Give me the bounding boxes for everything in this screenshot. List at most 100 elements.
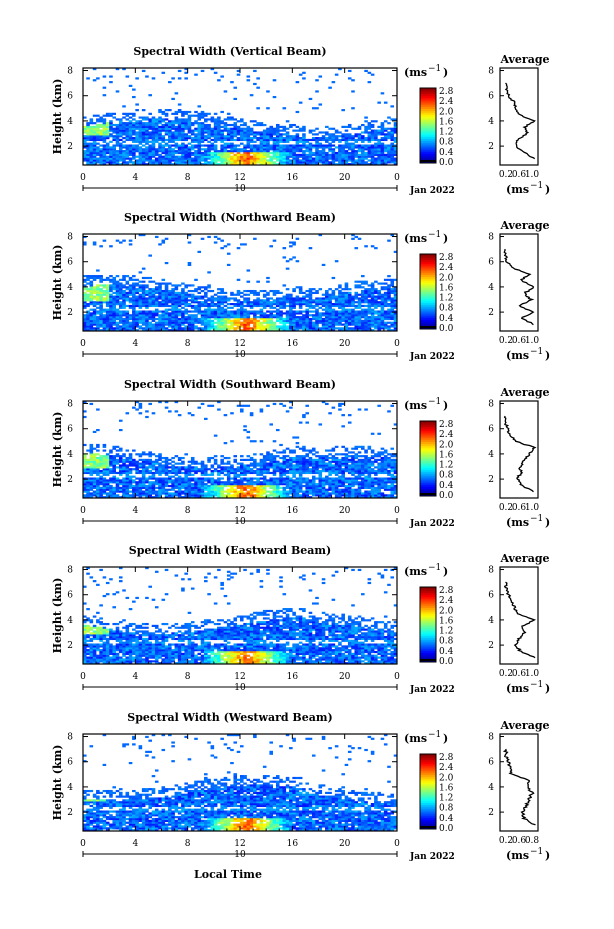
- y-axis-label: Height (km): [51, 745, 64, 821]
- profile-unit: (ms: [506, 349, 529, 362]
- profile-x-tick-label: 0.8: [525, 836, 540, 846]
- colorbar-unit-exp: −1: [428, 730, 441, 740]
- profile-unit-exp: −1: [530, 347, 543, 357]
- x-tick-label: 4: [132, 839, 138, 849]
- colorbar-tick-label: 0.8: [439, 804, 454, 814]
- colorbar-tick-label: 2.8: [439, 586, 454, 596]
- profile-title: Average: [499, 219, 549, 232]
- colorbar-tick-label: 1.2: [439, 627, 453, 637]
- y-axis-label: Height (km): [51, 79, 64, 155]
- colorbar-frame: [419, 420, 437, 497]
- colorbar-tick-label: 0.0: [439, 491, 454, 501]
- y-tick-label: 8: [67, 400, 73, 410]
- x-tick-label: 16: [287, 672, 299, 682]
- date-label: Jan 2022: [409, 852, 455, 862]
- panel-3: Spectral Width (Southward Beam) 2 4 6 8 0 4 8 12…: [51, 378, 550, 529]
- profile-y-tick-label: 2: [488, 308, 494, 318]
- colorbar-frame: [419, 753, 437, 830]
- profile-y-tick-label: 6: [488, 758, 494, 768]
- colorbar-unit-close: ): [443, 232, 448, 245]
- profile-x-tick-label: 0.2: [499, 836, 513, 846]
- profile-frame: [499, 67, 539, 166]
- y-axis-label: Height (km): [51, 578, 64, 654]
- x-tick-label: 16: [287, 339, 299, 349]
- profile-y-tick-label: 4: [488, 283, 494, 293]
- colorbar-frame: [419, 87, 437, 164]
- colorbar-unit: (ms: [404, 565, 427, 578]
- day-marker: 10: [234, 517, 246, 527]
- colorbar-tick-label: 2.8: [439, 420, 454, 430]
- profile-title: Average: [499, 719, 549, 732]
- profile-unit: (ms: [506, 516, 529, 529]
- profile-line: [503, 415, 537, 493]
- profile-x-tick-label: 0.6: [512, 836, 527, 846]
- colorbar-tick-label: 0.8: [439, 304, 454, 314]
- colorbar-zero-mark: [420, 659, 436, 661]
- y-tick-label: 8: [67, 233, 73, 243]
- x-tick-label: 4: [132, 672, 138, 682]
- colorbar-tick-label: 0.8: [439, 138, 454, 148]
- profile-frame: [499, 733, 539, 832]
- panel-title: Spectral Width (Eastward Beam): [129, 544, 331, 557]
- profile-y-tick-label: 4: [488, 450, 494, 460]
- colorbar-tick-label: 0.8: [439, 471, 454, 481]
- profile-x-tick-label: 0.6: [512, 669, 527, 679]
- profile-unit-exp: −1: [530, 680, 543, 690]
- colorbar: [420, 421, 436, 497]
- panel-title: Spectral Width (Northward Beam): [124, 211, 336, 224]
- profile-title: Average: [499, 552, 549, 565]
- colorbar-tick-label: 1.2: [439, 794, 453, 804]
- profile-y-tick-label: 4: [488, 117, 494, 127]
- x-tick-label: 20: [339, 339, 351, 349]
- y-axis-label: Height (km): [51, 245, 64, 321]
- colorbar-tick-label: 0.4: [439, 148, 454, 158]
- profile-y-tick-label: 4: [488, 783, 494, 793]
- colorbar-tick-label: 2.0: [439, 440, 454, 450]
- profile-unit-close: ): [545, 849, 550, 862]
- y-tick-label: 4: [67, 283, 73, 293]
- profile-frame: [499, 400, 539, 499]
- profile-x-tick-label: 1.0: [525, 503, 540, 513]
- colorbar-tick-label: 1.6: [439, 450, 454, 460]
- x-tick-label: 0: [394, 173, 400, 183]
- date-label: Jan 2022: [409, 519, 455, 529]
- x-tick-label: 0: [80, 839, 86, 849]
- y-tick-label: 2: [67, 142, 73, 152]
- profile-frame: [499, 233, 539, 332]
- profile-y-tick-label: 6: [488, 591, 494, 601]
- x-tick-label: 12: [234, 839, 245, 849]
- colorbar-unit: (ms: [404, 66, 427, 79]
- profile-unit: (ms: [506, 183, 529, 196]
- colorbar-tick-label: 2.0: [439, 773, 454, 783]
- day-marker: 10: [234, 683, 246, 693]
- profile-y-tick-label: 4: [488, 616, 494, 626]
- colorbar-tick-label: 2.4: [439, 97, 454, 107]
- profile-x-tick-label: 0.2: [499, 170, 513, 180]
- colorbar-frame: [419, 586, 437, 663]
- y-tick-label: 6: [67, 425, 73, 435]
- profile-x-tick-label: 0.2: [499, 669, 513, 679]
- x-tick-label: 4: [132, 339, 138, 349]
- y-tick-label: 6: [67, 258, 73, 268]
- heatmap-cells: [83, 234, 398, 332]
- colorbar-tick-label: 0.8: [439, 637, 454, 647]
- colorbar-unit: (ms: [404, 232, 427, 245]
- colorbar-zero-mark: [420, 160, 436, 162]
- panel-title: Spectral Width (Vertical Beam): [133, 45, 326, 58]
- colorbar-tick-label: 0.4: [439, 814, 454, 824]
- y-tick-label: 8: [67, 733, 73, 743]
- x-tick-label: 12: [234, 672, 245, 682]
- profile-unit-close: ): [545, 349, 550, 362]
- colorbar: [420, 254, 436, 330]
- colorbar-tick-label: 2.8: [439, 253, 454, 263]
- colorbar-unit-close: ): [443, 732, 448, 745]
- colorbar-tick-label: 0.4: [439, 314, 454, 324]
- y-tick-label: 4: [67, 783, 73, 793]
- colorbar-tick-label: 1.6: [439, 616, 454, 626]
- profile-x-tick-label: 0.6: [512, 336, 527, 346]
- x-tick-label: 4: [132, 506, 138, 516]
- colorbar-tick-label: 0.0: [439, 657, 454, 667]
- profile-unit-exp: −1: [530, 181, 543, 191]
- profile-x-tick-label: 0.2: [499, 503, 513, 513]
